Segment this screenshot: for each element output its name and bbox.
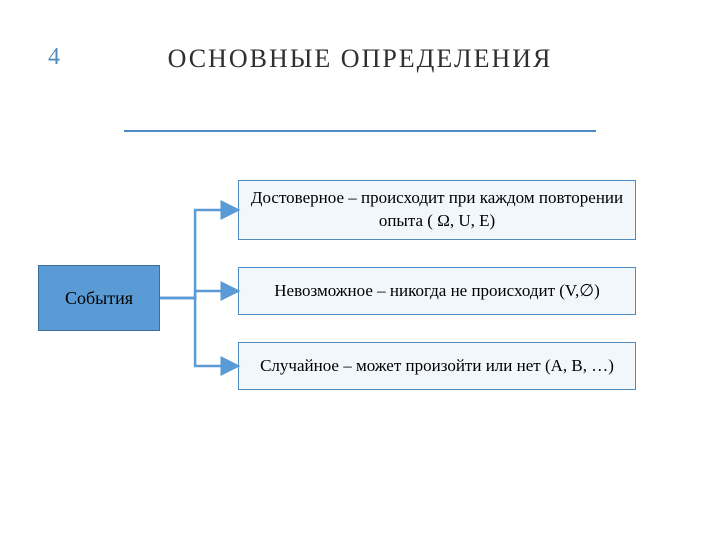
diagram-child-label: Достоверное – происходит при каждом повт…	[249, 187, 625, 233]
diagram-child-label: Невозможное – никогда не происходит (V,∅…	[274, 280, 599, 303]
diagram-child: Случайное – может произойти или нет (A, …	[238, 342, 636, 390]
diagram-child: Невозможное – никогда не происходит (V,∅…	[238, 267, 636, 315]
diagram-root-label: События	[65, 288, 133, 309]
diagram-child: Достоверное – происходит при каждом повт…	[238, 180, 636, 240]
diagram-root: События	[38, 265, 160, 331]
title-divider	[124, 130, 596, 132]
diagram-child-label: Случайное – может произойти или нет (A, …	[260, 355, 614, 378]
page-title: ОСНОВНЫЕ ОПРЕДЕЛЕНИЯ	[0, 44, 720, 74]
